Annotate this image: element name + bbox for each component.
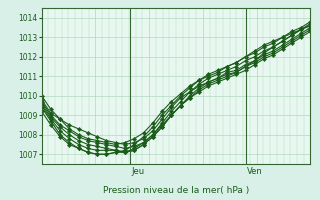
Text: Pression niveau de la mer( hPa ): Pression niveau de la mer( hPa ) [103, 186, 249, 195]
Text: Jeu: Jeu [132, 167, 145, 176]
Text: Ven: Ven [247, 167, 263, 176]
